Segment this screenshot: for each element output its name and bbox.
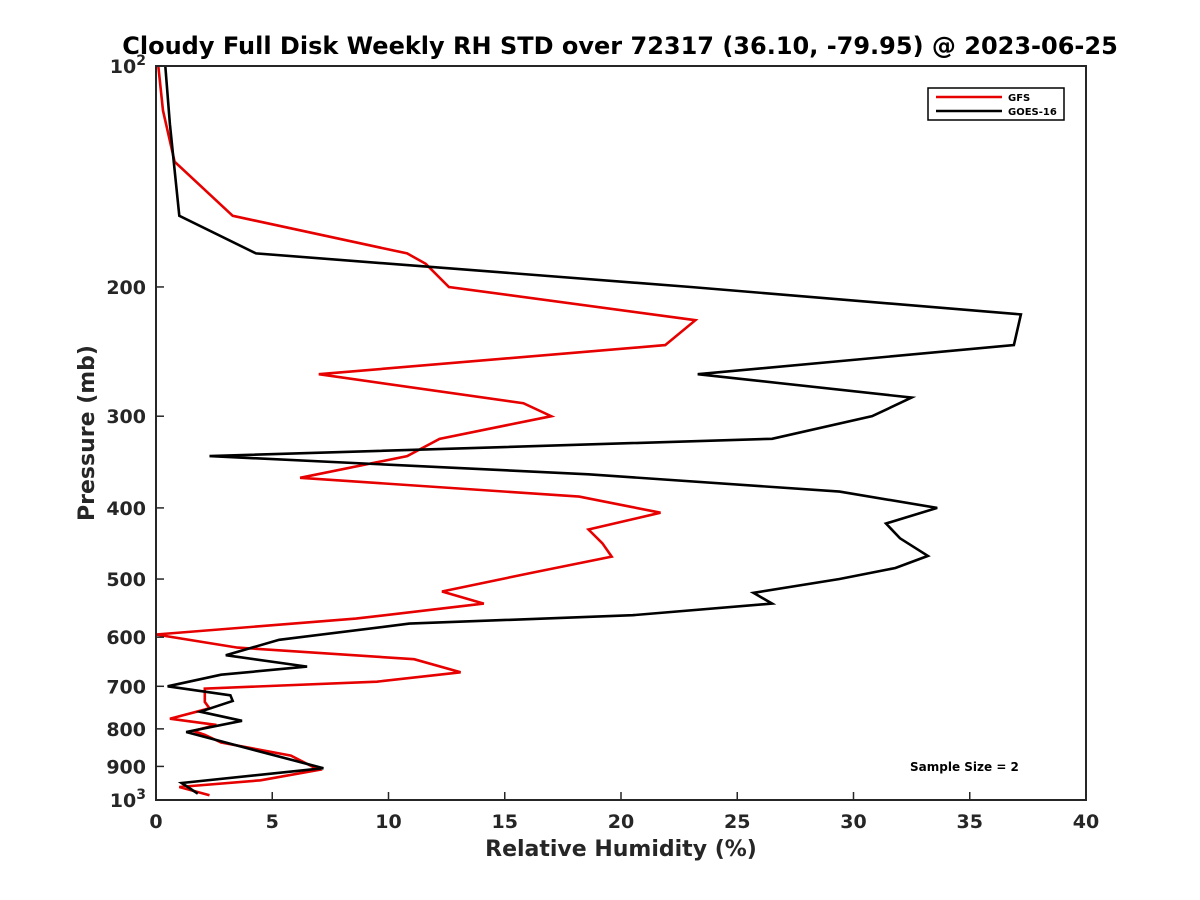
y-axis-label: Pressure (mb) bbox=[75, 345, 100, 521]
series-layer bbox=[155, 65, 1023, 797]
y-tick-label: 600 bbox=[106, 627, 146, 649]
y-axis: 102 200 300 400 500 600 700 800 900 103 bbox=[106, 53, 164, 812]
x-axis-label: Relative Humidity (%) bbox=[485, 837, 757, 862]
plot-area bbox=[156, 66, 1086, 800]
x-tick-label: 30 bbox=[840, 811, 866, 833]
x-tick-label: 5 bbox=[266, 811, 279, 833]
y-tick-label: 900 bbox=[106, 756, 146, 778]
y-tick-label: 200 bbox=[106, 277, 146, 299]
legend-label-gfs: GFS bbox=[1008, 93, 1030, 104]
x-tick-label: 20 bbox=[608, 811, 634, 833]
legend-box bbox=[927, 87, 1065, 121]
y-tick-label: 400 bbox=[106, 498, 146, 520]
y-tick-label: 500 bbox=[106, 569, 146, 591]
y-tick-label: 300 bbox=[106, 406, 146, 428]
x-axis: 0 5 10 15 20 25 30 35 40 bbox=[149, 792, 1099, 833]
x-tick-label: 10 bbox=[375, 811, 401, 833]
x-tick-label: 25 bbox=[724, 811, 750, 833]
series-line-goes-16 bbox=[164, 65, 1023, 795]
x-tick-label: 40 bbox=[1073, 811, 1099, 833]
y-tick-label: 102 bbox=[110, 53, 146, 78]
chart-title: Cloudy Full Disk Weekly RH STD over 7231… bbox=[122, 32, 1118, 60]
y-tick-label: 800 bbox=[106, 719, 146, 741]
sample-size-annotation: Sample Size = 2 bbox=[910, 760, 1019, 774]
y-tick-label: 103 bbox=[110, 787, 146, 812]
x-tick-label: 0 bbox=[149, 811, 162, 833]
series-line-gfs bbox=[155, 65, 699, 797]
x-tick-label: 35 bbox=[957, 811, 983, 833]
legend-label-goes16: GOES-16 bbox=[1008, 107, 1057, 118]
x-tick-label: 15 bbox=[492, 811, 518, 833]
y-tick-label: 700 bbox=[106, 676, 146, 698]
legend: GFS GOES-16 bbox=[927, 87, 1065, 121]
